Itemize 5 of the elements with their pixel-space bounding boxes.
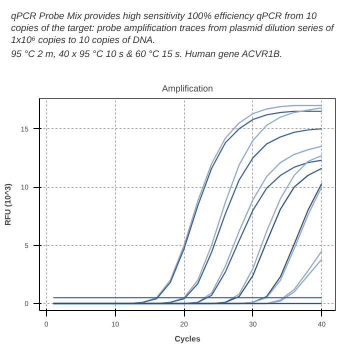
x-axis-title: Cycles <box>174 334 201 344</box>
chart-title: Amplification <box>162 84 214 94</box>
text: 95 °C 2 m, 40 x 95 °C 10 s & 60 °C 15 s. Human gene ACVR1B. <box>11 48 284 60</box>
text: qPCR Probe Mix provides high sensitivity 100% efficiency qPCR from 10 copies of the target: probe amplification traces from plasmid dilution series of 1x10⁶ copies to 10 copies of DNA. <box>11 11 336 47</box>
y-axis-title: RFU (10^3) <box>4 183 13 226</box>
